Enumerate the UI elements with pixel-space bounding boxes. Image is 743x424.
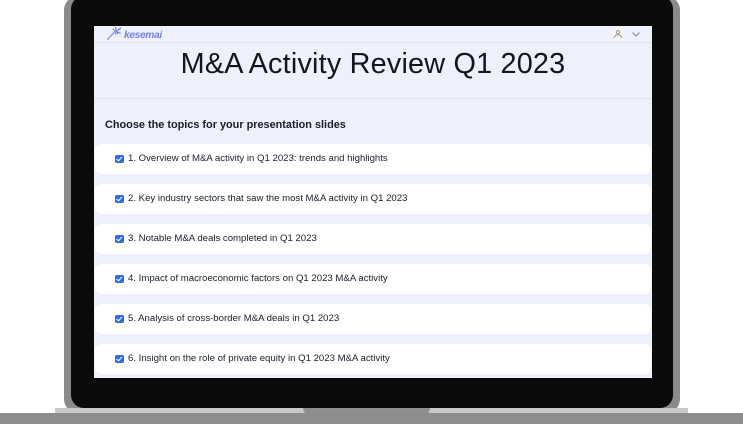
svg-text:kesemai: kesemai — [124, 30, 163, 41]
